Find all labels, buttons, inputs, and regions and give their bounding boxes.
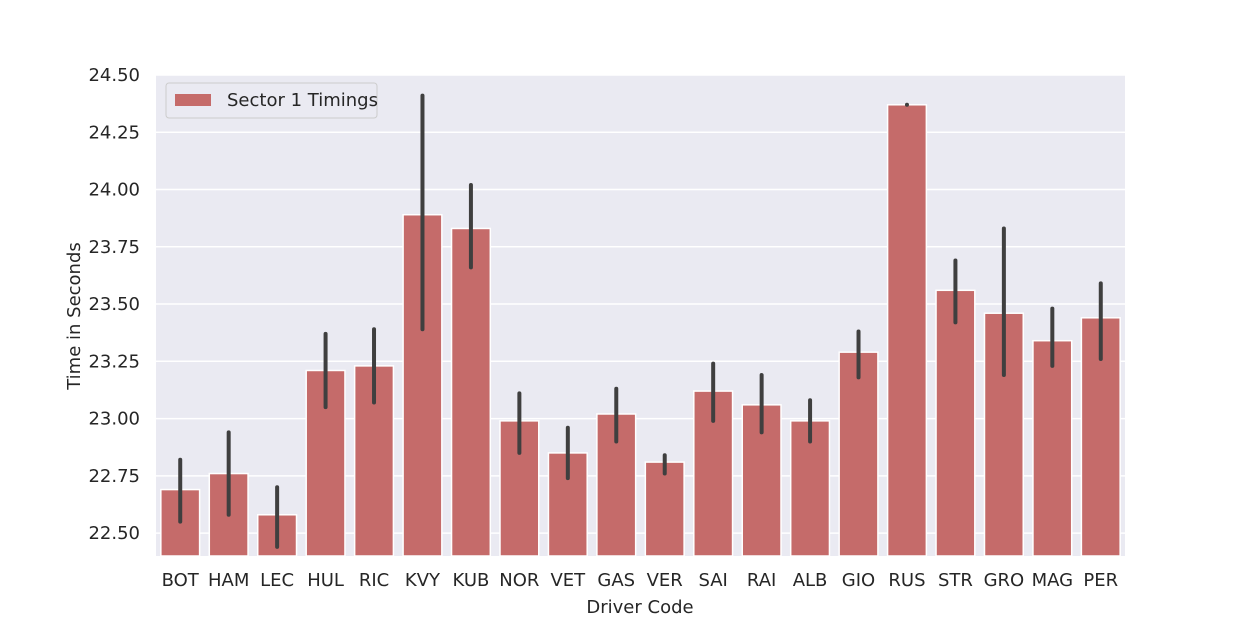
- bar-str: [935, 289, 976, 557]
- x-tick-label: GRO: [984, 570, 1025, 591]
- legend-swatch: [175, 94, 211, 106]
- legend-label: Sector 1 Timings: [227, 90, 378, 111]
- x-tick-label: RIC: [359, 570, 389, 591]
- x-tick-label: RUS: [888, 570, 925, 591]
- x-tick-label: GIO: [842, 570, 875, 591]
- y-tick-labels: 22.50 22.75 23.00 23.25 23.50 23.75 24.00 24.25…: [88, 65, 140, 544]
- plot-area: [156, 75, 1125, 556]
- y-tick-label: 22.75: [88, 466, 140, 487]
- y-tick-label: 23.75: [88, 237, 140, 258]
- x-tick-label: RAI: [747, 570, 776, 591]
- y-axis-label: Time in Seconds: [64, 242, 85, 391]
- bars: [160, 104, 1121, 557]
- legend: Sector 1 Timings: [165, 82, 378, 119]
- x-tick-label: NOR: [499, 570, 539, 591]
- x-tick-label: MAG: [1032, 570, 1073, 591]
- x-tick-label: GAS: [597, 570, 635, 591]
- y-tick-label: 24.00: [88, 180, 140, 201]
- x-tick-label: KUB: [453, 570, 490, 591]
- x-tick-label: HUL: [307, 570, 344, 591]
- x-tick-label: ALB: [793, 570, 828, 591]
- y-tick-label: 23.50: [88, 294, 140, 315]
- y-tick-label: 23.25: [88, 351, 140, 372]
- bar-gio: [838, 351, 879, 557]
- x-tick-label: HAM: [208, 570, 249, 591]
- y-tick-label: 23.00: [88, 409, 140, 430]
- y-tick-label: 24.25: [88, 122, 140, 143]
- x-axis-label: Driver Code: [586, 597, 693, 618]
- x-tick-label: LEC: [260, 570, 294, 591]
- error-bars: [178, 93, 1103, 549]
- bar-ver: [644, 461, 685, 557]
- x-tick-labels: BOT HAM LEC HUL RIC KVY KUB NOR VET GAS VER SAI RAI A…: [162, 570, 1119, 591]
- y-tick-label: 24.50: [88, 65, 140, 86]
- x-tick-label: KVY: [405, 570, 441, 591]
- bar-rus: [886, 104, 928, 557]
- x-tick-label: VET: [550, 570, 586, 591]
- x-tick-label: BOT: [162, 570, 200, 591]
- x-tick-label: VER: [647, 570, 683, 591]
- bar-kub: [450, 227, 492, 557]
- y-tick-label: 22.50: [88, 523, 140, 544]
- x-tick-label: PER: [1083, 570, 1118, 591]
- bar-per: [1080, 317, 1121, 557]
- legend-box: [165, 82, 378, 119]
- x-tick-label: SAI: [698, 570, 727, 591]
- x-tick-label: STR: [938, 570, 973, 591]
- bar-sai: [693, 390, 734, 557]
- bar-mag: [1032, 339, 1073, 557]
